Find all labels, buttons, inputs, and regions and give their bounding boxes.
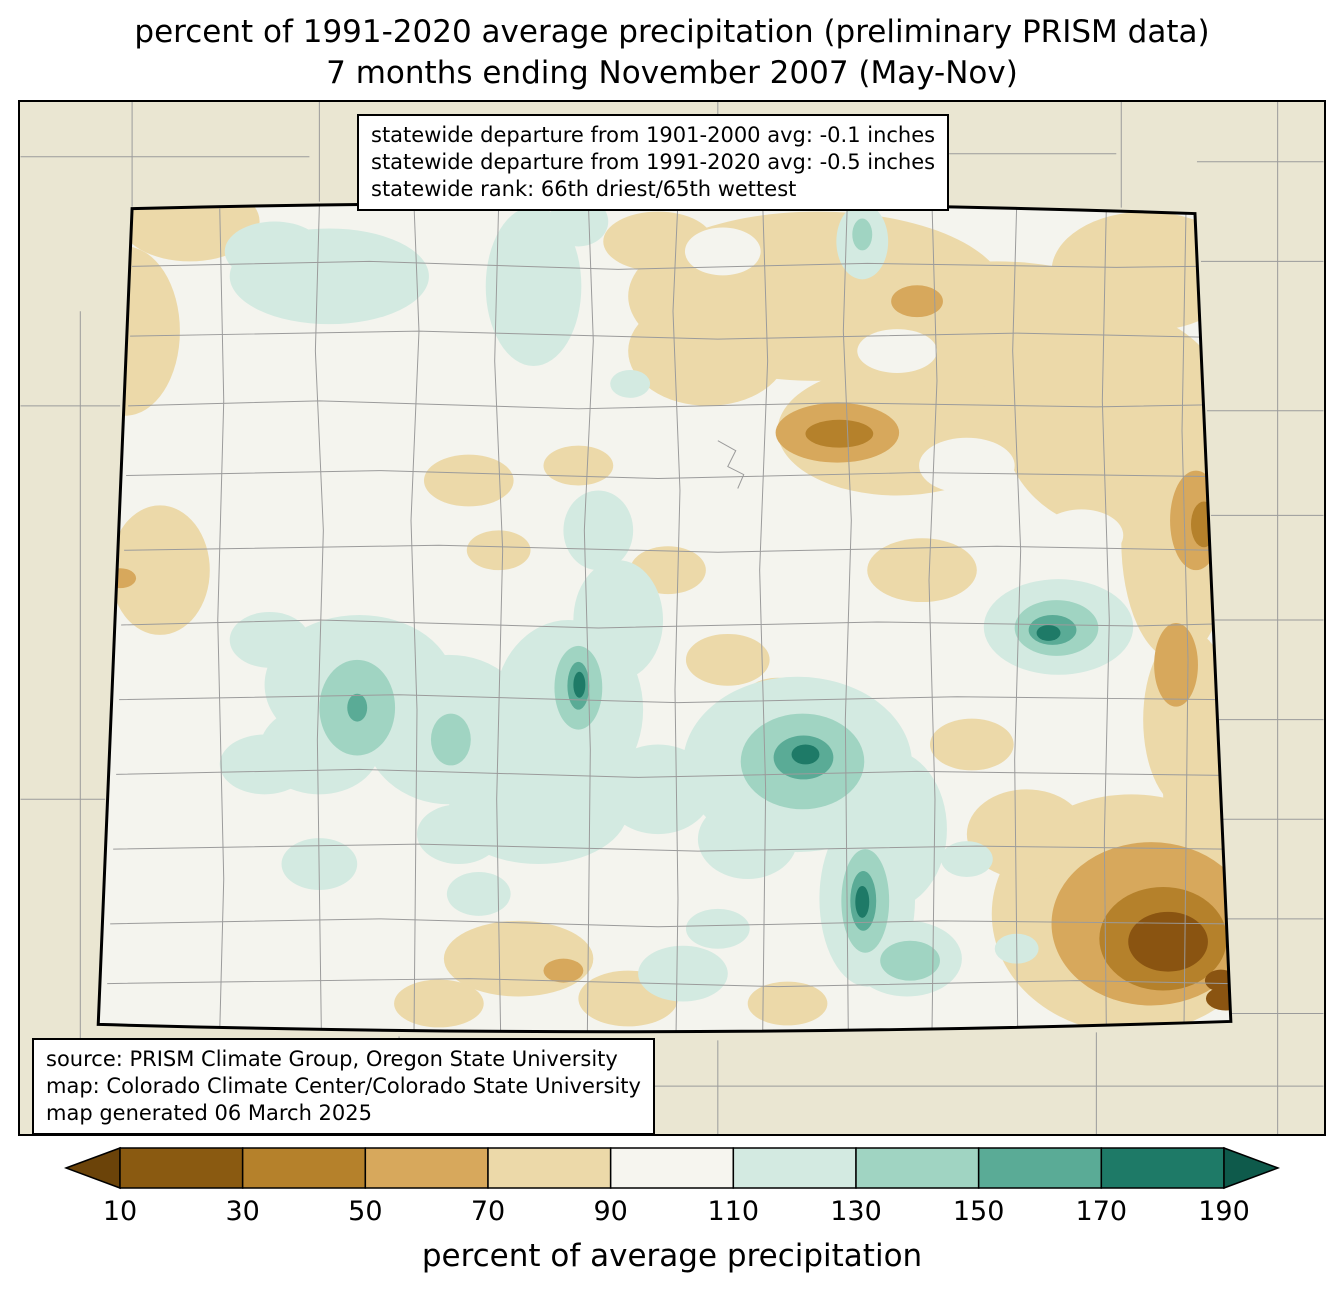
colorbar-tick-labels: 10 30 50 70 90 110 130 150 170 190 xyxy=(64,1190,1280,1228)
colorbar-segment xyxy=(609,1147,735,1189)
source-line-1: source: PRISM Climate Group, Oregon Stat… xyxy=(46,1047,618,1071)
page-title: percent of 1991-2020 average precipitati… xyxy=(0,12,1344,94)
colorbar-tick-label: 90 xyxy=(593,1196,628,1227)
neighbor-county-lines xyxy=(20,102,1324,1134)
colorbar-tick-label: 110 xyxy=(707,1196,760,1227)
precip-170-190-areas xyxy=(573,624,1061,918)
colorbar: 10 30 50 70 90 110 130 150 170 190 xyxy=(64,1146,1280,1228)
map-frame: statewide departure from 1901-2000 avg: … xyxy=(18,100,1326,1136)
colorbar-tick-label: 150 xyxy=(952,1196,1005,1227)
colorbar-scale xyxy=(64,1146,1280,1190)
colorbar-segment xyxy=(364,1147,489,1189)
title-line-2: 7 months ending November 2007 (May-Nov) xyxy=(326,55,1018,91)
precip-10-30-areas xyxy=(1128,911,1231,1011)
colorbar-underflow-arrow xyxy=(64,1146,121,1190)
colorbar-segment xyxy=(241,1147,367,1189)
stats-line-3: statewide rank: 66th driest/65th wettest xyxy=(371,177,797,201)
colorbar-caption: percent of average precipitation xyxy=(421,1238,923,1274)
colorbar-tick-label: 70 xyxy=(470,1196,506,1227)
source-box: source: PRISM Climate Group, Oregon Stat… xyxy=(32,1038,655,1135)
colorbar-segment xyxy=(119,1147,244,1189)
source-line-2: map: Colorado Climate Center/Colorado St… xyxy=(46,1074,641,1098)
colorbar-segment xyxy=(855,1147,980,1189)
colorbar-tick-label: 50 xyxy=(348,1196,383,1227)
colorbar-tick-label: 10 xyxy=(102,1196,138,1227)
precip-shading xyxy=(98,203,1231,1032)
colorbar-segment xyxy=(977,1147,1103,1189)
colorado-precip-map xyxy=(20,102,1324,1134)
county-lines xyxy=(107,203,1230,1032)
colorbar-tick-label: 30 xyxy=(225,1196,260,1227)
colorbar-segment xyxy=(487,1147,612,1189)
colorbar-tick-label: 170 xyxy=(1075,1196,1128,1227)
colorbar-tick-label: 190 xyxy=(1198,1196,1250,1227)
colorbar-segment xyxy=(732,1147,857,1189)
precip-50-70-areas xyxy=(104,285,1231,1006)
colorbar-overflow-arrow xyxy=(1223,1146,1280,1190)
colorbar-segment xyxy=(1100,1147,1225,1189)
stats-box: statewide departure from 1901-2000 avg: … xyxy=(357,114,950,211)
stats-line-2: statewide departure from 1991-2020 avg: … xyxy=(371,150,936,174)
colorbar-tick-label: 130 xyxy=(830,1196,882,1227)
source-line-3: map generated 06 March 2025 xyxy=(46,1101,373,1125)
stats-line-1: statewide departure from 1901-2000 avg: … xyxy=(371,123,936,147)
title-line-1: percent of 1991-2020 average precipitati… xyxy=(134,14,1210,50)
